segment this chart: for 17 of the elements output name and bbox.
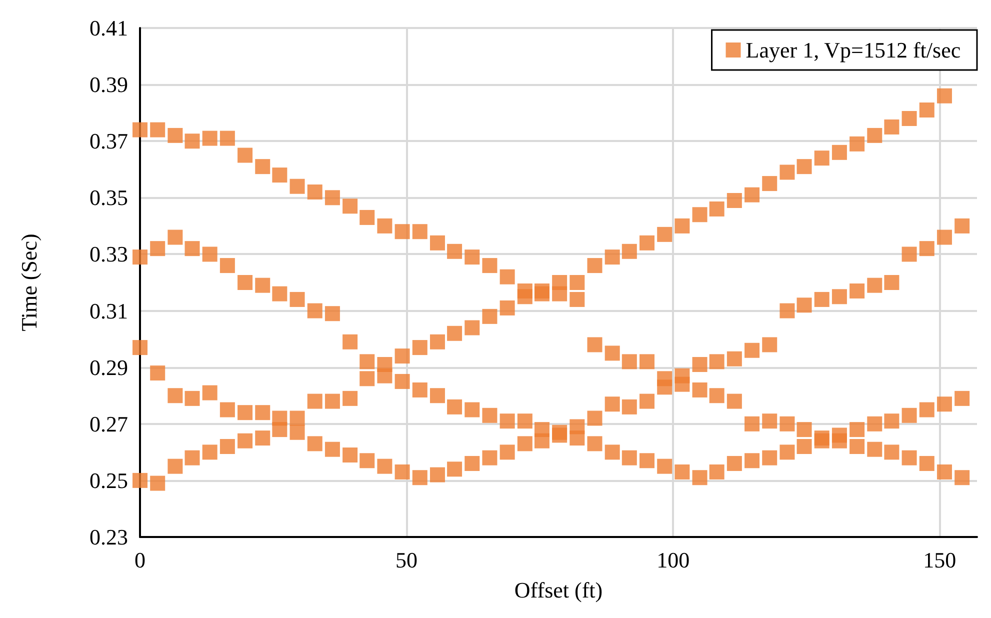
- x-tick-label: 150: [923, 548, 956, 572]
- x-tick-label: 100: [656, 548, 690, 572]
- y-tick-label: 0.23: [90, 524, 128, 550]
- y-tick-label: 0.41: [90, 16, 128, 40]
- y-tick-label: 0.37: [90, 128, 128, 154]
- y-tick-label: 0.33: [90, 242, 128, 267]
- y-tick-label: 0.29: [90, 354, 128, 380]
- y-axis-title: Time (Sec): [16, 234, 42, 332]
- y-tick-label: 0.25: [90, 468, 128, 493]
- y-tick-label: 0.27: [90, 411, 128, 436]
- legend-label: Layer 1, Vp=1512 ft/sec: [746, 38, 961, 62]
- y-tick-label: 0.35: [90, 185, 128, 210]
- y-tick-label: 0.39: [90, 72, 128, 98]
- x-tick-label: 50: [396, 548, 418, 572]
- x-axis-title: Offset (ft): [514, 578, 603, 602]
- x-tick-label: 0: [134, 548, 146, 572]
- y-tick-label: 0.31: [90, 298, 128, 324]
